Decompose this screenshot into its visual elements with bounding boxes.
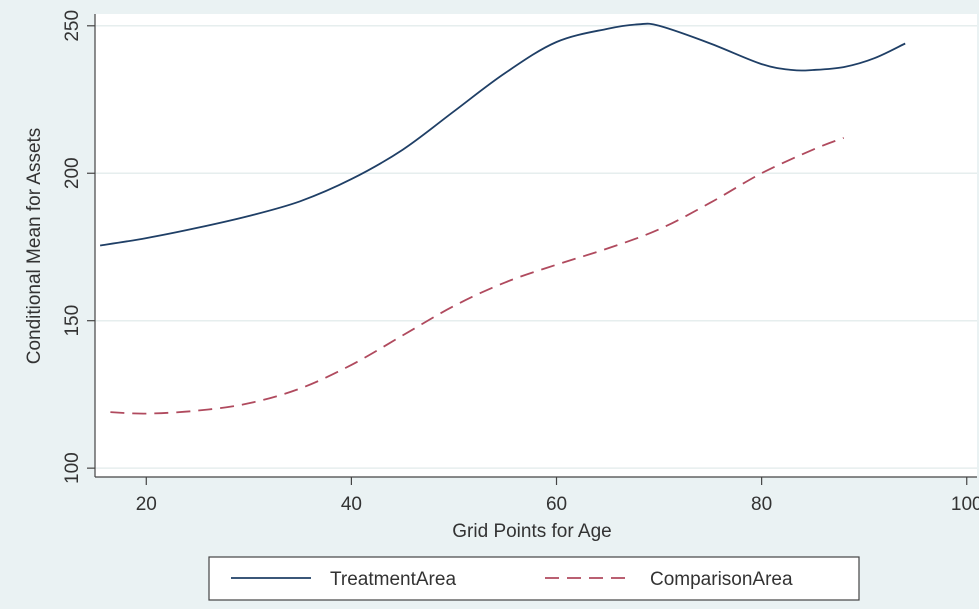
legend-label-treatmentarea: TreatmentArea	[330, 569, 456, 590]
y-tick-label-250: 250	[62, 10, 83, 42]
y-axis-title: Conditional Mean for Assets	[24, 128, 45, 365]
series-line-comparisonarea	[110, 137, 845, 415]
series-line-treatmentarea	[99, 22, 906, 247]
axes	[94, 14, 977, 478]
x-tick-label-40: 40	[341, 494, 362, 515]
plot-area	[95, 14, 977, 477]
x-tick-label-100: 100	[951, 494, 979, 515]
x-tick-label-80: 80	[751, 494, 772, 515]
y-tick-label-200: 200	[62, 157, 83, 189]
legend: TreatmentArea ComparisonArea	[208, 556, 860, 601]
x-ticks: 20 40 60 80 100	[136, 477, 979, 515]
legend-box	[208, 556, 860, 601]
y-tick-label-100: 100	[62, 452, 83, 484]
y-ticks: 100 150 200 250	[62, 10, 95, 484]
y-tick-label-150: 150	[62, 305, 83, 337]
x-axis-title: Grid Points for Age	[452, 521, 611, 542]
series-lines	[99, 22, 906, 415]
legend-label-comparisonarea: ComparisonArea	[650, 569, 793, 590]
x-tick-label-20: 20	[136, 494, 157, 515]
grid-lines	[95, 25, 977, 469]
x-tick-label-60: 60	[546, 494, 567, 515]
